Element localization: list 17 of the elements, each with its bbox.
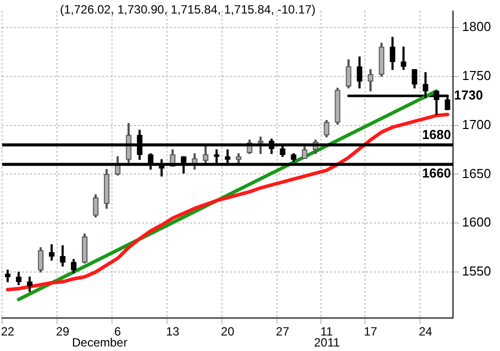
y-tick-label: 1650 [462,166,491,181]
y-tick-label: 1700 [462,116,491,132]
y-tick-label: 1600 [462,214,491,230]
ref-line-label: 1680 [422,126,451,142]
x-tick-label: 29 [56,324,70,339]
x-tick-label: 20 [220,324,235,339]
y-tick-label: 1750 [462,68,491,83]
y-tick-label: 1800 [462,19,491,34]
x-tick-label: 22 [0,324,15,339]
ref-line-label: 1660 [422,165,451,180]
x-tick-label: 13 [166,324,180,339]
x-tick-label: 27 [276,324,290,339]
chart-title: (1,726.02, 1,730.90, 1,715.84, 1,715.84, -10.17) [60,2,316,16]
series-label: 1730 [454,87,483,102]
x-tick-label: 24 [418,324,433,339]
y-tick-label: 1550 [462,264,491,279]
x-tick-label: 17 [364,324,378,339]
